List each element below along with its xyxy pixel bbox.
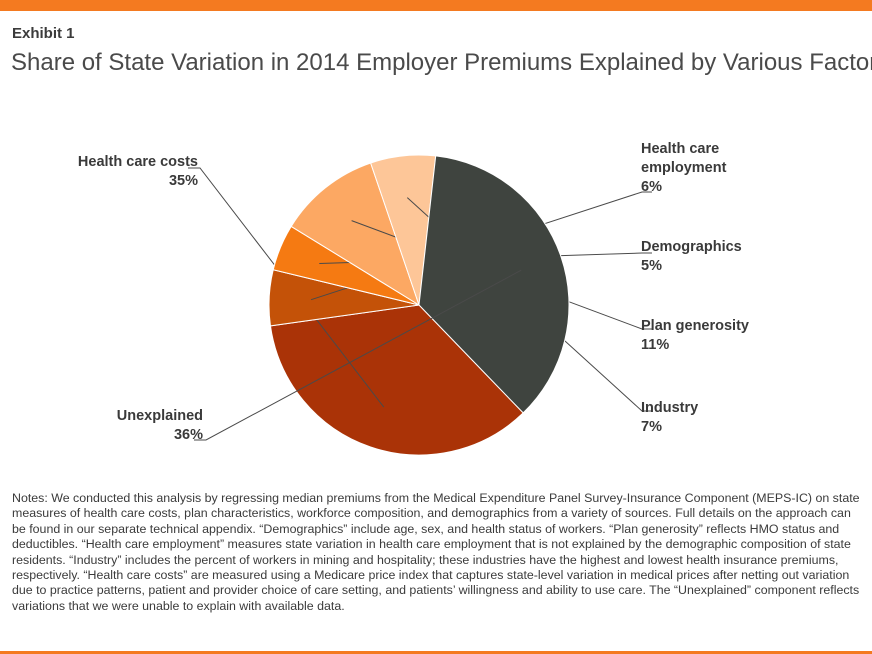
slice-category-label: employment <box>641 160 727 176</box>
pie-chart: Health care costs 35% Health care employmen… <box>78 141 749 456</box>
leader-line <box>194 269 522 441</box>
slice-category-label: Unexplained <box>117 408 203 424</box>
slice-category-label: Health care costs <box>78 154 198 170</box>
slice-value-label: 11% <box>641 337 669 353</box>
bottom-rule <box>0 651 872 654</box>
exhibit-label: Exhibit 1 <box>12 25 75 42</box>
chart-title: Share of State Variation in 2014 Employe… <box>11 49 872 76</box>
slice-value-label: 5% <box>641 258 662 274</box>
top-accent-bar <box>0 0 872 11</box>
pie-slice-plan-generosity <box>290 162 420 307</box>
slice-category-label: Industry <box>641 400 698 416</box>
slice-category-label: Plan generosity <box>641 318 749 334</box>
slice-category-label: Demographics <box>641 239 742 255</box>
chart-notes: Notes: We conducted this analysis by reg… <box>12 491 860 613</box>
slice-value-label: 35% <box>169 173 198 189</box>
slice-value-label: 6% <box>641 179 662 195</box>
leader-line <box>188 167 385 408</box>
slice-value-label: 7% <box>641 419 662 435</box>
slice-category-label: Health care <box>641 141 719 157</box>
slice-value-label: 36% <box>174 427 203 443</box>
